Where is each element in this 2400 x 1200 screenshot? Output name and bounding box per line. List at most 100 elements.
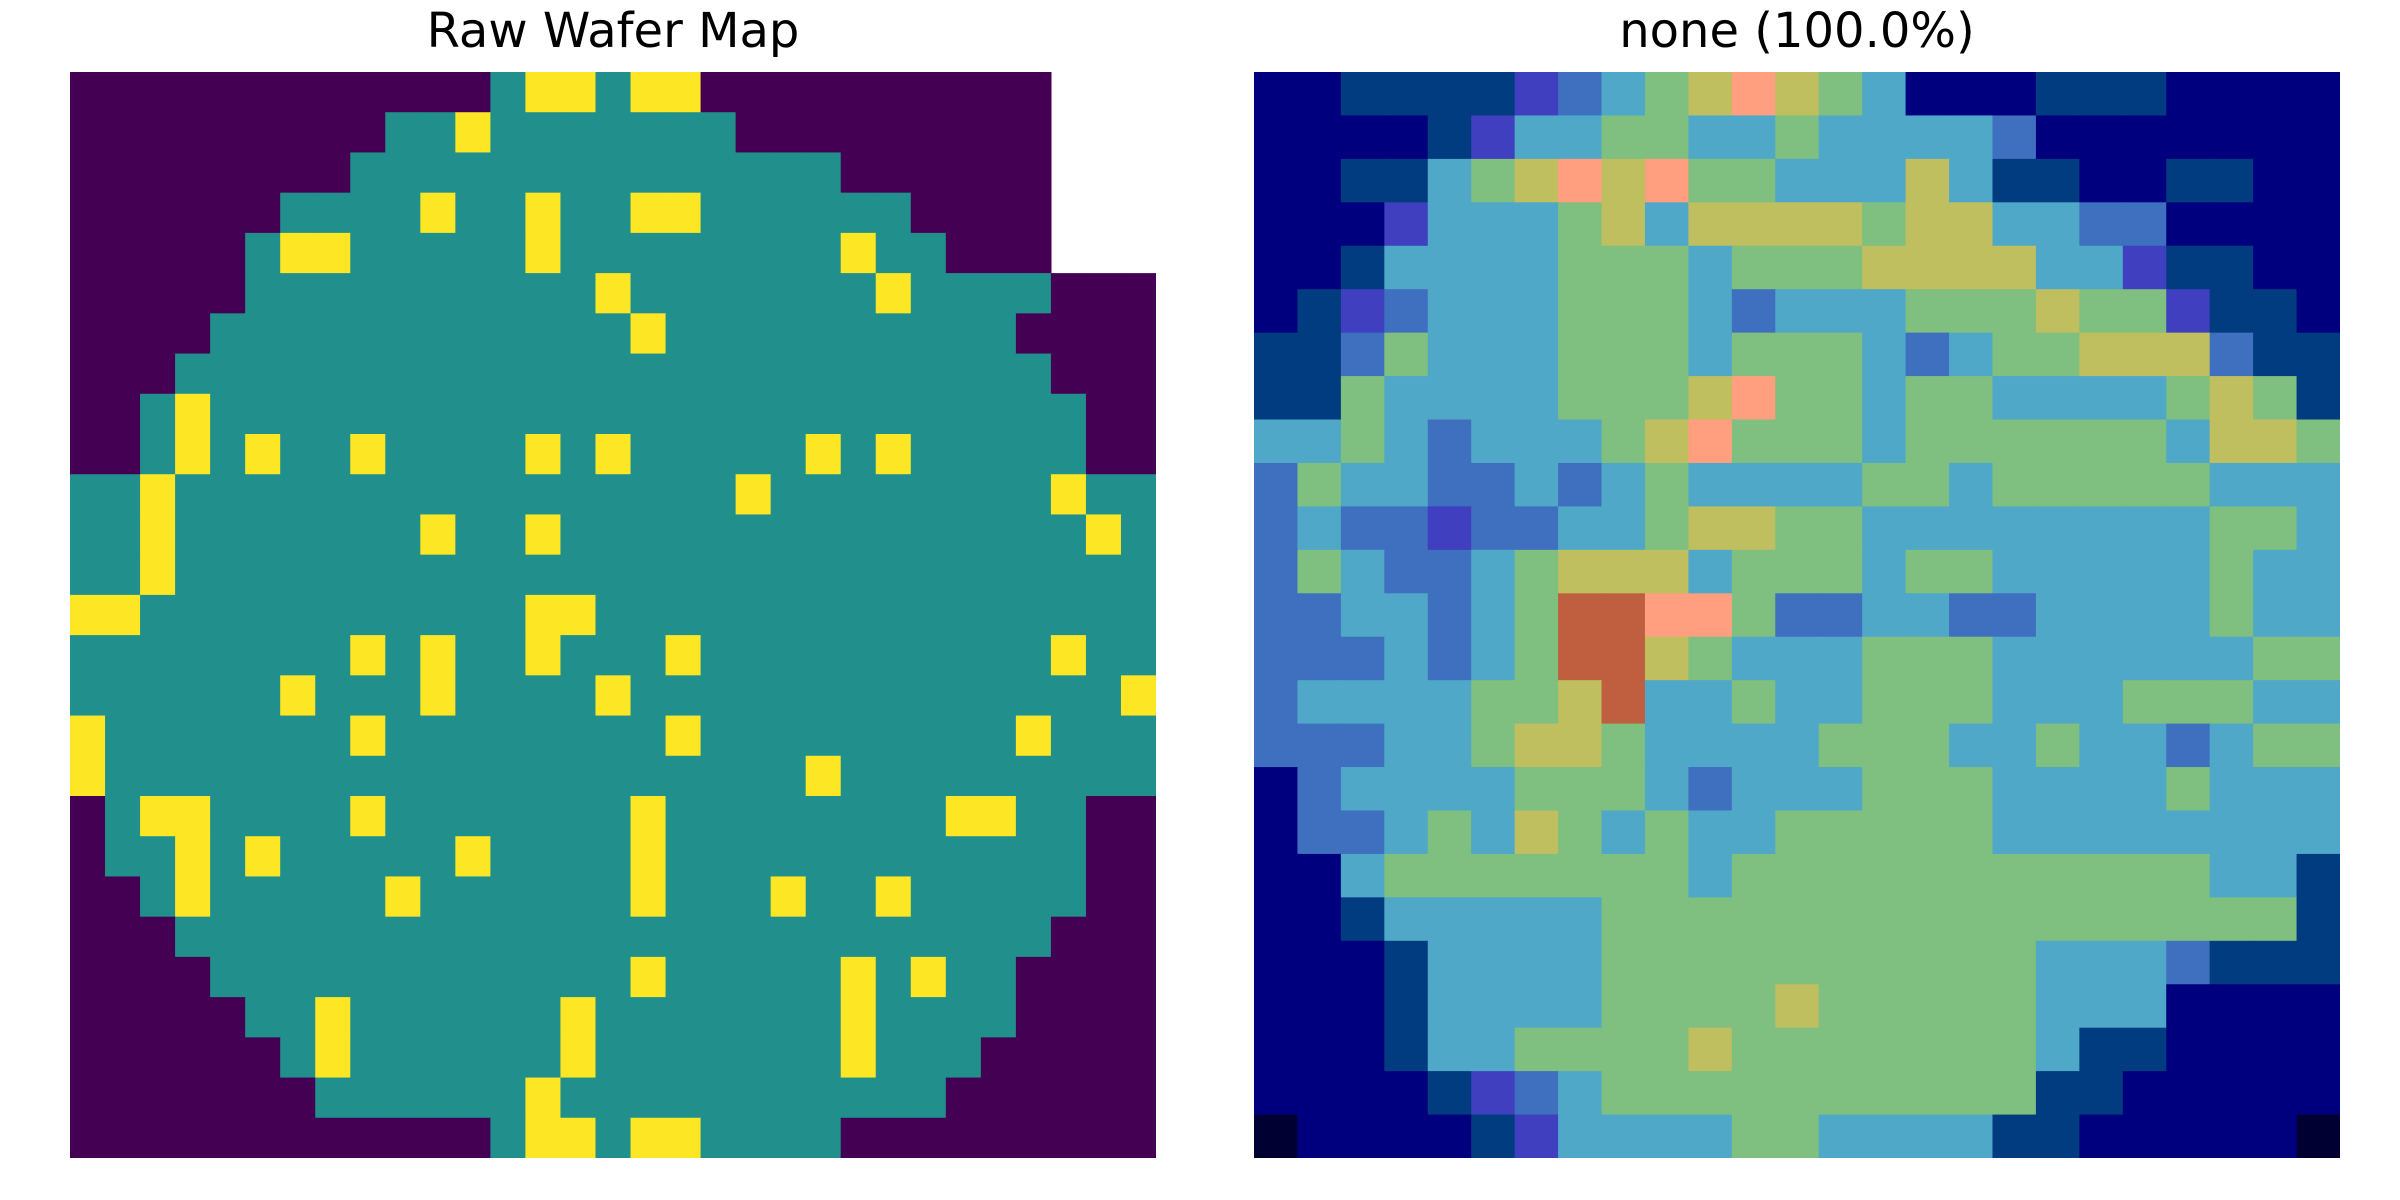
heatmap-cell xyxy=(280,112,316,154)
heatmap-cell xyxy=(805,916,842,958)
heatmap-cell xyxy=(1015,72,1052,113)
heatmap-cell xyxy=(1644,419,1689,464)
heatmap-cell xyxy=(1905,810,1950,855)
heatmap-cell xyxy=(2296,462,2340,507)
heatmap-cell xyxy=(665,232,702,274)
heatmap-cell xyxy=(665,796,702,837)
heatmap-cell xyxy=(1340,332,1385,377)
heatmap-cell xyxy=(595,72,632,113)
heatmap-cell xyxy=(350,313,386,355)
heatmap-cell xyxy=(2122,289,2167,334)
heatmap-cell xyxy=(420,876,456,918)
heatmap-cell xyxy=(1949,636,1994,681)
heatmap-cell xyxy=(2122,549,2167,594)
heatmap-cell xyxy=(1471,1027,1516,1072)
heatmap-cell xyxy=(1818,680,1863,725)
heatmap-cell xyxy=(665,353,702,395)
heatmap-cell xyxy=(1601,506,1646,551)
heatmap-cell xyxy=(1775,72,1820,117)
heatmap-cell xyxy=(455,635,491,676)
heatmap-cell xyxy=(420,313,456,355)
heatmap-cell xyxy=(1120,1117,1156,1158)
heatmap-cell xyxy=(105,755,141,797)
heatmap-cell xyxy=(455,836,491,878)
heatmap-cell xyxy=(2296,940,2340,985)
heatmap-cell xyxy=(1254,593,1299,638)
heatmap-cell xyxy=(455,796,491,837)
heatmap-cell xyxy=(210,554,246,596)
heatmap-cell xyxy=(1949,289,1994,334)
heatmap-cell xyxy=(105,1037,141,1079)
heatmap-cell xyxy=(1015,1117,1052,1158)
heatmap-cell xyxy=(1818,1027,1863,1072)
heatmap-cell xyxy=(1015,956,1052,998)
heatmap-cell xyxy=(2253,853,2298,898)
heatmap-cell xyxy=(735,393,772,435)
heatmap-cell xyxy=(1601,158,1646,203)
heatmap-cell xyxy=(350,755,386,797)
heatmap-cell xyxy=(1085,836,1122,878)
heatmap-cell xyxy=(1384,332,1429,377)
heatmap-cell xyxy=(105,72,141,113)
heatmap-cell xyxy=(1254,72,1299,117)
heatmap-cell xyxy=(840,1037,877,1079)
heatmap-cell xyxy=(1514,767,1559,812)
heatmap-cell xyxy=(1050,1117,1087,1158)
heatmap-cell xyxy=(1384,810,1429,855)
heatmap-cell xyxy=(1731,897,1776,942)
heatmap-cell xyxy=(1384,636,1429,681)
heatmap-cell xyxy=(280,393,316,435)
heatmap-cell xyxy=(2166,506,2211,551)
heatmap-cell xyxy=(525,1077,562,1119)
heatmap-cell xyxy=(1254,289,1299,334)
heatmap-cell xyxy=(1775,636,1820,681)
heatmap-cell xyxy=(945,232,982,274)
heatmap-cell xyxy=(455,273,491,314)
heatmap-cell xyxy=(1818,202,1863,247)
heatmap-cell xyxy=(140,353,176,395)
heatmap-cell xyxy=(840,313,877,355)
heatmap-cell xyxy=(665,594,702,636)
heatmap-cell xyxy=(1254,462,1299,507)
heatmap-cell xyxy=(2122,115,2167,160)
heatmap-cell xyxy=(1862,72,1907,117)
heatmap-cell xyxy=(1818,897,1863,942)
heatmap-cell xyxy=(875,755,912,797)
heatmap-cell xyxy=(875,434,912,475)
heatmap-cell xyxy=(490,1037,527,1079)
heatmap-cell xyxy=(735,1077,772,1119)
heatmap-cell xyxy=(245,554,281,596)
heatmap-cell xyxy=(1471,1071,1516,1116)
heatmap-cell xyxy=(805,514,842,556)
heatmap-cell xyxy=(1949,462,1994,507)
heatmap-cell xyxy=(70,594,106,636)
heatmap-cell xyxy=(175,635,211,676)
heatmap-cell xyxy=(665,434,702,475)
heatmap-cell xyxy=(805,393,842,435)
heatmap-cell xyxy=(700,393,737,435)
heatmap-cell xyxy=(420,594,456,636)
heatmap-cell xyxy=(1384,897,1429,942)
heatmap-cell xyxy=(1731,767,1776,812)
heatmap-cell xyxy=(2253,680,2298,725)
heatmap-cell xyxy=(2296,289,2340,334)
heatmap-cell xyxy=(280,594,316,636)
heatmap-cell xyxy=(1992,506,2037,551)
heatmap-cell xyxy=(595,554,632,596)
heatmap-cell xyxy=(455,112,491,154)
heatmap-cell xyxy=(140,594,176,636)
heatmap-cell xyxy=(350,192,386,234)
heatmap-cell xyxy=(385,232,421,274)
heatmap-cell xyxy=(735,152,772,194)
heatmap-cell xyxy=(105,715,141,757)
heatmap-cell xyxy=(2035,419,2080,464)
heatmap-cell xyxy=(175,232,211,274)
heatmap-cell xyxy=(1558,158,1603,203)
heatmap-cell xyxy=(420,635,456,676)
heatmap-cell xyxy=(1731,1114,1776,1158)
heatmap-cell xyxy=(735,755,772,797)
heatmap-cell xyxy=(1254,940,1299,985)
heatmap-cell xyxy=(630,635,667,676)
heatmap-cell xyxy=(1731,984,1776,1029)
heatmap-cell xyxy=(1015,514,1052,556)
